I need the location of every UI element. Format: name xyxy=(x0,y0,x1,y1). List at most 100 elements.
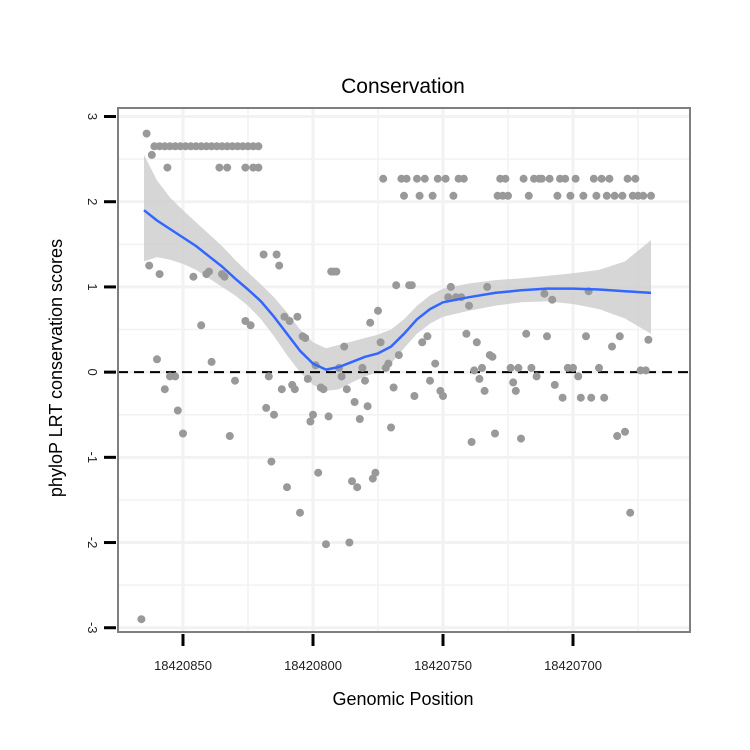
data-point xyxy=(374,306,382,315)
data-point xyxy=(145,261,154,270)
data-point xyxy=(426,376,434,385)
data-point xyxy=(361,376,369,385)
data-point xyxy=(155,270,164,279)
data-point xyxy=(537,174,546,183)
smooth-fit-line xyxy=(143,209,652,371)
data-point xyxy=(215,163,224,172)
data-point xyxy=(337,372,346,381)
y-tick-label: 1 xyxy=(85,283,100,290)
y-tick-label: -1 xyxy=(85,452,100,464)
data-point xyxy=(511,386,520,395)
data-point xyxy=(431,359,440,368)
data-point xyxy=(171,372,180,381)
data-point xyxy=(475,374,484,383)
x-tick-label: 18420700 xyxy=(544,658,602,673)
data-point xyxy=(285,317,294,325)
data-point xyxy=(441,174,450,183)
data-point xyxy=(400,191,408,200)
data-point xyxy=(621,427,629,436)
confidence-band xyxy=(144,154,651,391)
data-point xyxy=(420,174,429,183)
data-point xyxy=(582,332,590,341)
data-point xyxy=(384,359,393,368)
data-point xyxy=(348,477,356,486)
panel-frame xyxy=(117,107,691,633)
x-axis-title: Genomic Position xyxy=(332,689,473,709)
data-point xyxy=(223,163,232,172)
data-point xyxy=(553,191,562,200)
data-point xyxy=(543,332,551,341)
data-point xyxy=(631,174,640,183)
data-point xyxy=(491,429,499,438)
data-point xyxy=(644,335,653,344)
data-point xyxy=(254,163,263,172)
confidence-band-area xyxy=(144,154,651,391)
data-point xyxy=(576,393,585,402)
data-point xyxy=(569,363,577,372)
data-point xyxy=(309,410,317,419)
data-point xyxy=(319,385,328,394)
data-point xyxy=(618,191,627,200)
data-point xyxy=(353,483,362,492)
data-point xyxy=(283,483,291,492)
data-point xyxy=(355,415,364,423)
data-point xyxy=(262,403,271,412)
data-point xyxy=(142,129,151,138)
data-point xyxy=(387,423,395,432)
data-point xyxy=(597,174,606,183)
data-point xyxy=(322,540,330,549)
data-point xyxy=(548,295,557,304)
data-point xyxy=(389,383,398,392)
data-point xyxy=(189,272,198,281)
data-point xyxy=(641,366,650,375)
data-point xyxy=(275,261,284,270)
data-point xyxy=(371,468,380,477)
data-point xyxy=(519,174,528,183)
data-point xyxy=(509,378,518,387)
data-point xyxy=(561,174,570,183)
data-point xyxy=(592,191,601,200)
data-point xyxy=(446,282,455,291)
data-point xyxy=(605,174,614,183)
data-point xyxy=(506,363,515,372)
data-point xyxy=(225,432,234,440)
data-point xyxy=(293,312,302,321)
data-point xyxy=(449,191,458,200)
data-point xyxy=(173,406,182,415)
x-tick-label: 18420850 xyxy=(154,658,212,673)
data-point xyxy=(467,438,476,446)
data-point xyxy=(558,393,567,402)
data-point xyxy=(207,357,216,366)
data-point xyxy=(163,163,172,172)
data-point xyxy=(259,250,268,259)
data-point xyxy=(306,417,315,426)
y-tick-label: 3 xyxy=(85,113,100,120)
plot-panel xyxy=(118,108,690,632)
data-point xyxy=(415,191,424,200)
data-point xyxy=(483,282,492,291)
data-point xyxy=(407,281,416,290)
data-point xyxy=(639,191,648,200)
data-point xyxy=(600,393,609,402)
data-point xyxy=(402,174,411,183)
data-point xyxy=(345,538,354,547)
data-point xyxy=(270,410,278,419)
data-point xyxy=(501,174,510,183)
x-tick-label: 18420750 xyxy=(414,658,472,673)
data-point xyxy=(527,363,536,372)
data-point xyxy=(246,321,255,330)
plot-background xyxy=(118,108,690,632)
data-point xyxy=(514,363,523,372)
data-point xyxy=(623,174,632,183)
data-point xyxy=(296,508,304,517)
data-point xyxy=(179,429,187,438)
data-point xyxy=(571,174,580,183)
data-point xyxy=(413,174,421,183)
data-point xyxy=(480,386,489,395)
data-point xyxy=(574,372,583,381)
data-point xyxy=(589,174,598,183)
data-point xyxy=(220,272,229,281)
data-point xyxy=(595,363,603,372)
data-point xyxy=(342,385,351,394)
data-point xyxy=(587,393,596,402)
